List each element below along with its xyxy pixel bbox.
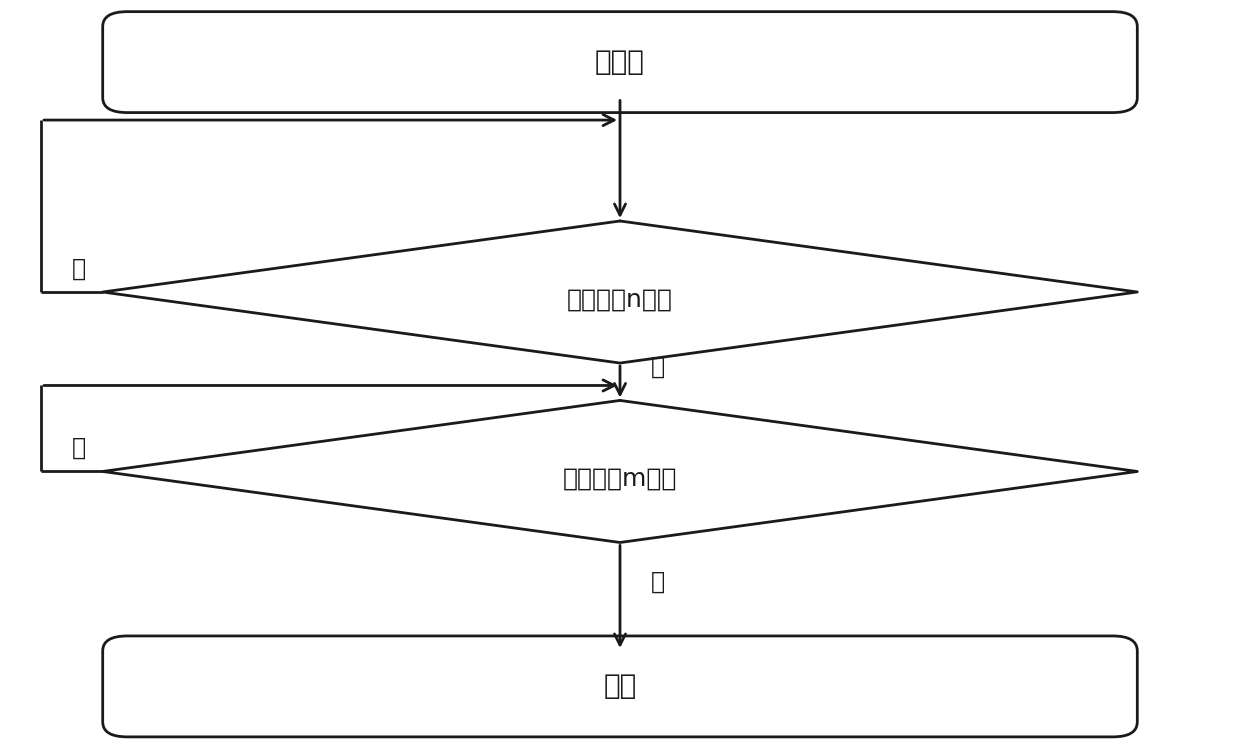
Text: 否: 否 (72, 257, 86, 280)
Text: 是: 是 (651, 355, 665, 379)
Text: 是: 是 (651, 570, 665, 593)
Text: 否: 否 (72, 436, 86, 460)
FancyBboxPatch shape (103, 636, 1137, 737)
Text: 是否达到n次？: 是否达到n次？ (567, 287, 673, 311)
Text: 结束: 结束 (604, 672, 636, 700)
Text: 是否达到m次？: 是否达到m次？ (563, 467, 677, 491)
FancyBboxPatch shape (103, 11, 1137, 113)
Text: 初始化: 初始化 (595, 48, 645, 76)
